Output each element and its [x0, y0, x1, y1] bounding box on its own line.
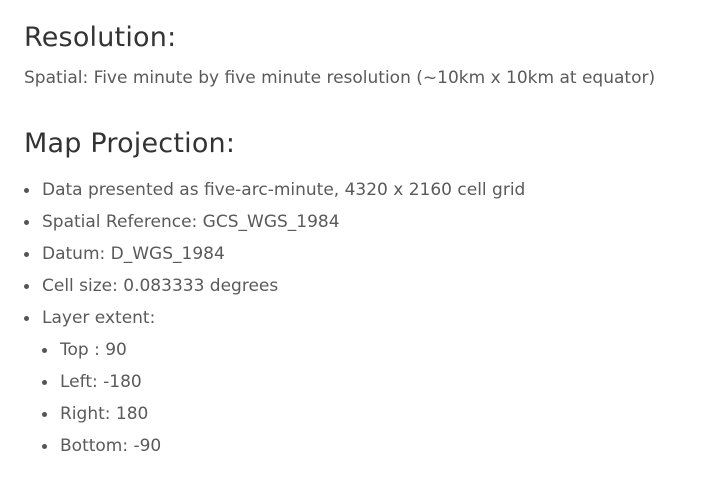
extent-item-top: Top : 90	[42, 334, 709, 366]
list-item-data-grid: Data presented as five-arc-minute, 4320 …	[24, 174, 709, 206]
layer-extent-list: Top : 90 Left: -180 Right: 180 Bottom: -…	[24, 334, 709, 462]
resolution-section: Resolution: Spatial: Five minute by five…	[24, 20, 709, 90]
map-projection-list: Data presented as five-arc-minute, 4320 …	[24, 174, 709, 334]
list-item-datum: Datum: D_WGS_1984	[24, 238, 709, 270]
extent-item-bottom: Bottom: -90	[42, 430, 709, 462]
map-projection-section: Map Projection: Data presented as five-a…	[24, 126, 709, 462]
extent-item-right: Right: 180	[42, 398, 709, 430]
list-item-cell-size: Cell size: 0.083333 degrees	[24, 270, 709, 302]
extent-item-left: Left: -180	[42, 366, 709, 398]
resolution-text: Spatial: Five minute by five minute reso…	[24, 68, 656, 88]
map-projection-heading: Map Projection:	[24, 128, 236, 159]
resolution-heading: Resolution:	[24, 22, 177, 53]
list-item-spatial-reference: Spatial Reference: GCS_WGS_1984	[24, 206, 709, 238]
list-item-layer-extent: Layer extent:	[24, 302, 709, 334]
layer-extent-label: Layer extent:	[42, 308, 156, 328]
